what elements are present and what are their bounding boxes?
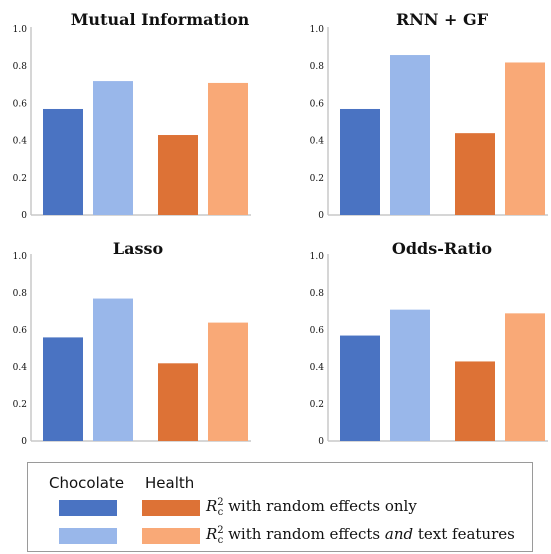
legend-chocolate-label: Chocolate [49,474,125,492]
y-tick-label-mutual-information-1: 0.2 [13,174,27,184]
bar-odds-ratio-chocolate-random [340,335,380,441]
r-squared-symbol-2: R2c [206,525,224,546]
y-tick-label-odds-ratio-3: 0.6 [310,326,325,336]
y-tick-label-odds-ratio-0: 0 [318,437,324,447]
legend-entry-text-features: R2c with random effects and text feature… [206,525,515,546]
y-tick-label-odds-ratio-2: 0.4 [310,363,325,373]
r-squared-symbol: R2c [206,497,224,518]
bar-mutual-information-health-text [208,82,248,215]
chart-title-lasso: Lasso [113,239,164,258]
y-tick-label-mutual-information-4: 0.8 [13,62,28,72]
y-tick-label-mutual-information-2: 0.4 [13,137,28,147]
bar-odds-ratio-health-random [455,361,495,441]
y-tick-label-lasso-3: 0.6 [13,326,28,336]
y-tick-label-lasso-1: 0.2 [13,400,27,410]
y-tick-label-odds-ratio-1: 0.2 [310,400,324,410]
y-tick-label-rnn-gf-0: 0 [318,211,324,221]
y-tick-label-rnn-gf-3: 0.6 [310,99,325,109]
y-tick-label-rnn-gf-2: 0.4 [310,137,325,147]
bar-mutual-information-health-random [158,135,198,215]
chart-title-mutual-information: Mutual Information [71,10,250,29]
y-tick-label-rnn-gf-5: 1.0 [310,25,325,35]
legend-health-label: Health [145,474,195,492]
legend-swatch-chocolate-text [59,528,117,544]
y-tick-label-lasso-5: 1.0 [13,252,28,262]
y-tick-label-mutual-information-5: 1.0 [13,25,28,35]
legend-row2-prefix: with random effects [228,525,381,543]
legend-row2-suffix: text features [417,525,515,543]
chart-title-rnn-gf: RNN + GF [396,10,489,29]
bar-odds-ratio-health-text [505,313,545,441]
bar-rnn-gf-health-random [455,133,495,215]
y-tick-label-odds-ratio-4: 0.8 [310,289,325,299]
bar-rnn-gf-chocolate-random [340,108,380,215]
legend-entry-random-effects: R2c with random effects only [206,497,417,518]
y-tick-label-odds-ratio-5: 1.0 [310,252,325,262]
legend-swatch-health-random [142,500,200,516]
bar-odds-ratio-chocolate-text [390,309,430,441]
legend-swatch-chocolate-random [59,500,117,516]
y-tick-label-rnn-gf-4: 0.8 [310,62,325,72]
bar-lasso-chocolate-random [43,337,83,441]
charts-area: Mutual Information 0 0.2 0.4 0.6 0.8 1.0 RNN + … [13,10,548,447]
y-tick-label-mutual-information-0: 0 [21,211,27,221]
bar-rnn-gf-health-text [505,62,545,216]
legend: Chocolate Health R2c with random effects… [27,462,533,552]
bar-mutual-information-chocolate-text [93,81,133,215]
legend-swatch-health-text [142,528,200,544]
bar-mutual-information-chocolate-random [43,108,83,215]
bar-lasso-health-random [158,363,198,441]
y-tick-label-rnn-gf-1: 0.2 [310,174,324,184]
bar-lasso-health-text [208,322,248,441]
y-tick-label-lasso-0: 0 [21,437,27,447]
bar-rnn-gf-chocolate-text [390,55,430,215]
chart-title-odds-ratio: Odds-Ratio [392,239,492,258]
legend-row2-emph: and [384,525,414,543]
legend-row1-text: with random effects only [228,497,417,515]
y-tick-label-lasso-4: 0.8 [13,289,28,299]
bar-lasso-chocolate-text [93,298,133,441]
y-tick-label-lasso-2: 0.4 [13,363,28,373]
y-tick-label-mutual-information-3: 0.6 [13,99,28,109]
